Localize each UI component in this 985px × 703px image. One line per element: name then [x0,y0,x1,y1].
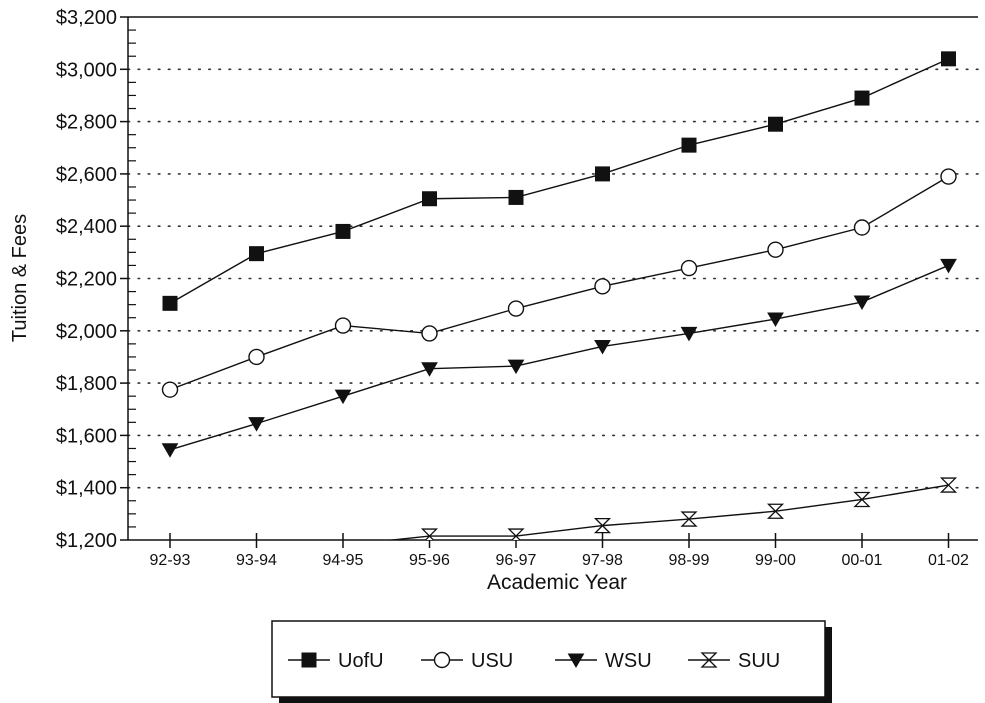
y-tick-label: $2,800 [56,112,117,134]
data-point-uofu [595,166,610,182]
data-point-wsu [161,443,179,458]
series-wsu [161,258,957,458]
x-tick-label: 00-01 [842,552,883,569]
x-ticks: 92-93 93-94 94-95 95-96 96-97 97-98 98-99 99-00… [150,533,969,569]
data-point-usu [680,259,698,277]
x-axis-title: Academic Year [487,571,627,594]
y-tick-label: $2,400 [56,216,117,238]
data-point-suu [507,528,525,540]
legend-marker-suu [700,652,718,668]
y-ticks: $1,200 $1,400 $1,600 $1,800 $2,000 $2,200 $2,4… [56,7,128,552]
y-minor-ticks [128,29,136,528]
y-tick-label: $2,000 [56,321,117,343]
data-point-wsu [334,389,352,405]
data-point-uofu [249,246,264,262]
data-point-uofu [508,189,524,205]
series-layer [161,51,958,540]
grid-lines [127,68,979,489]
data-point-uofu [941,51,956,67]
x-tick-label: 92-93 [150,552,191,569]
legend-label-suu: SUU [738,650,780,672]
data-point-uofu [335,223,351,239]
legend-marker-wsu [567,653,585,669]
data-point-usu [161,381,179,398]
series-suu [385,477,958,540]
data-point-wsu [940,258,957,274]
series-uofu [162,51,956,311]
legend-label-uofu: UofU [338,650,384,672]
data-point-suu [420,528,439,540]
data-point-usu [421,325,438,342]
legend-items: UofU USU WSU SUU [288,650,780,672]
data-point-wsu [248,417,265,432]
y-tick-label: $3,200 [56,7,117,29]
data-point-uofu [162,295,178,311]
x-tick-label: 99-00 [755,552,796,569]
y-tick-label: $1,600 [56,425,117,447]
x-tick-label: 97-98 [582,552,623,569]
data-point-wsu [507,359,525,375]
data-point-uofu [422,191,437,207]
y-tick-label: $2,600 [56,164,117,186]
legend-item-suu: SUU [688,650,780,672]
data-point-wsu [594,339,611,355]
series-line-wsu [169,264,949,451]
legend-label-wsu: WSU [605,650,652,672]
x-tick-label: 96-97 [496,552,537,569]
data-point-usu [594,278,611,295]
legend-marker-uofu [301,652,317,668]
data-point-wsu [680,326,698,342]
data-point-suu [939,477,958,493]
y-tick-label: $1,400 [56,478,117,500]
data-point-uofu [768,116,783,132]
plot-area: $1,200 $1,400 $1,600 $1,800 $2,000 $2,200 $2,4… [56,7,979,569]
x-tick-label: 94-95 [323,552,364,569]
legend-item-usu: USU [421,650,513,672]
data-point-usu [507,300,525,317]
data-point-uofu [681,137,697,153]
x-tick-label: 93-94 [236,552,277,569]
data-point-usu [248,348,265,366]
x-tick-label: 95-96 [409,552,450,569]
data-point-suu [853,491,871,508]
y-tick-label: $1,800 [56,373,117,395]
x-tick-label: 01-02 [928,552,969,569]
x-tick-label: 98-99 [669,552,710,569]
data-point-usu [767,241,784,258]
data-point-usu [334,317,352,334]
series-line-uofu [169,58,949,304]
y-tick-label: $1,200 [56,530,117,552]
legend-item-wsu: WSU [555,650,652,672]
legend-marker-usu [433,651,451,669]
legend-box [271,620,826,698]
series-line-suu [385,484,949,540]
legend-item-uofu: UofU [288,650,384,672]
data-point-suu [680,511,698,527]
data-point-wsu [421,362,438,377]
data-point-usu [853,219,871,236]
legend: UofU USU WSU SUU [271,620,832,703]
data-point-suu [593,517,612,534]
series-line-usu [169,175,949,391]
y-tick-label: $2,200 [56,269,117,291]
data-point-wsu [767,312,784,328]
data-point-usu [940,168,957,185]
data-point-wsu [853,295,871,311]
y-axis-title: Tuition & Fees [9,214,31,342]
data-point-uofu [854,90,870,106]
y-tick-label: $3,000 [56,59,117,81]
series-usu [161,168,957,398]
legend-label-usu: USU [471,650,513,672]
data-point-suu [766,503,785,519]
